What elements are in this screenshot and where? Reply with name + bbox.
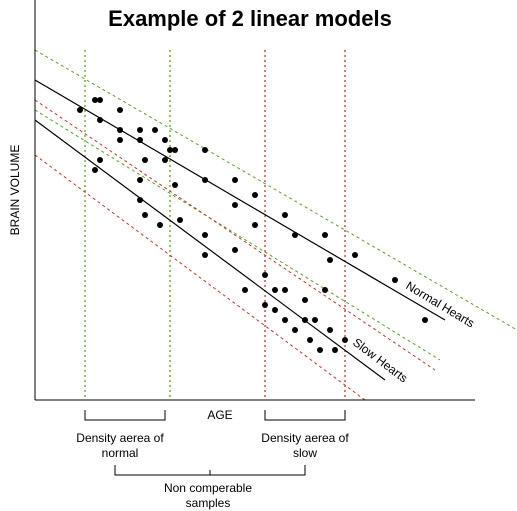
slow-band-line-0 (34, 99, 436, 371)
slow-data-point-27 (322, 287, 328, 293)
slow-data-point-1 (97, 157, 103, 163)
normal-data-point-12 (172, 147, 178, 153)
normal-data-point-6 (117, 137, 123, 143)
slow-data-point-2 (137, 177, 143, 183)
normal-data-point-23 (392, 277, 398, 283)
normal-data-point-13 (202, 147, 208, 153)
slow-data-point-29 (332, 347, 338, 353)
normal-data-point-16 (252, 192, 258, 198)
non-comparable-label-1: Non comperable (164, 481, 252, 495)
density-normal-label-1: Density aerea of (76, 431, 164, 445)
brace-normal (84, 410, 166, 421)
slow-data-point-18 (272, 307, 278, 313)
slow-band-line-1 (34, 154, 366, 401)
slow-data-point-15 (262, 272, 268, 278)
slow-data-point-3 (142, 157, 148, 163)
slow-data-point-5 (142, 212, 148, 218)
slow-data-point-24 (307, 337, 313, 343)
normal-line-label: Normal Hearts (403, 279, 477, 331)
density-normal-label-2: normal (102, 446, 139, 460)
normal-data-point-15 (232, 177, 238, 183)
normal-data-point-18 (282, 212, 288, 218)
slow-data-point-30 (342, 337, 348, 343)
normal-data-point-19 (292, 232, 298, 238)
normal-data-point-24 (422, 317, 428, 323)
normal-data-point-8 (137, 137, 143, 143)
slow-data-point-8 (172, 182, 178, 188)
normal-data-point-17 (232, 202, 238, 208)
slow-data-point-28 (327, 327, 333, 333)
slow-data-point-22 (302, 297, 308, 303)
normal-data-point-9 (152, 127, 158, 133)
normal-data-point-20 (322, 232, 328, 238)
slow-data-point-14 (252, 222, 258, 228)
slow-data-point-10 (202, 232, 208, 238)
chart-title: Example of 2 linear models (108, 6, 392, 31)
slow-data-point-0 (92, 167, 98, 173)
normal-data-point-0 (77, 107, 83, 113)
slow-data-point-7 (162, 157, 168, 163)
slow-data-point-9 (177, 217, 183, 223)
normal-data-point-4 (117, 107, 123, 113)
normal-band-line-1 (34, 109, 441, 361)
slow-data-point-25 (312, 317, 318, 323)
normal-data-point-11 (167, 147, 173, 153)
normal-data-point-3 (97, 117, 103, 123)
slow-data-point-17 (272, 287, 278, 293)
slow-data-point-11 (202, 252, 208, 258)
slow-data-point-21 (292, 327, 298, 333)
brace-slow (264, 410, 346, 421)
normal-data-point-22 (352, 252, 358, 258)
slow-data-point-16 (262, 302, 268, 308)
normal-data-point-2 (97, 97, 103, 103)
x-axis-label: AGE (207, 408, 232, 422)
slow-data-point-20 (282, 317, 288, 323)
slow-data-point-4 (137, 197, 143, 203)
normal-data-point-21 (327, 257, 333, 263)
slow-data-point-13 (242, 287, 248, 293)
density-slow-label-2: slow (293, 446, 317, 460)
normal-data-point-14 (202, 177, 208, 183)
normal-data-point-10 (162, 137, 168, 143)
normal-data-point-5 (117, 127, 123, 133)
slow-data-point-12 (232, 247, 238, 253)
slow-data-point-6 (157, 222, 163, 228)
normal-fit-line (34, 79, 446, 321)
density-slow-label-1: Density aerea of (261, 431, 349, 445)
slow-data-point-26 (317, 347, 323, 353)
normal-band-line-0 (34, 49, 517, 331)
slow-data-point-23 (302, 317, 308, 323)
non-comparable-label-2: samples (186, 496, 231, 510)
slow-fit-line (34, 119, 386, 381)
normal-data-point-1 (92, 97, 98, 103)
slow-data-point-19 (282, 287, 288, 293)
y-axis-label: BRAIN VOLUME (8, 145, 22, 236)
normal-data-point-7 (137, 127, 143, 133)
